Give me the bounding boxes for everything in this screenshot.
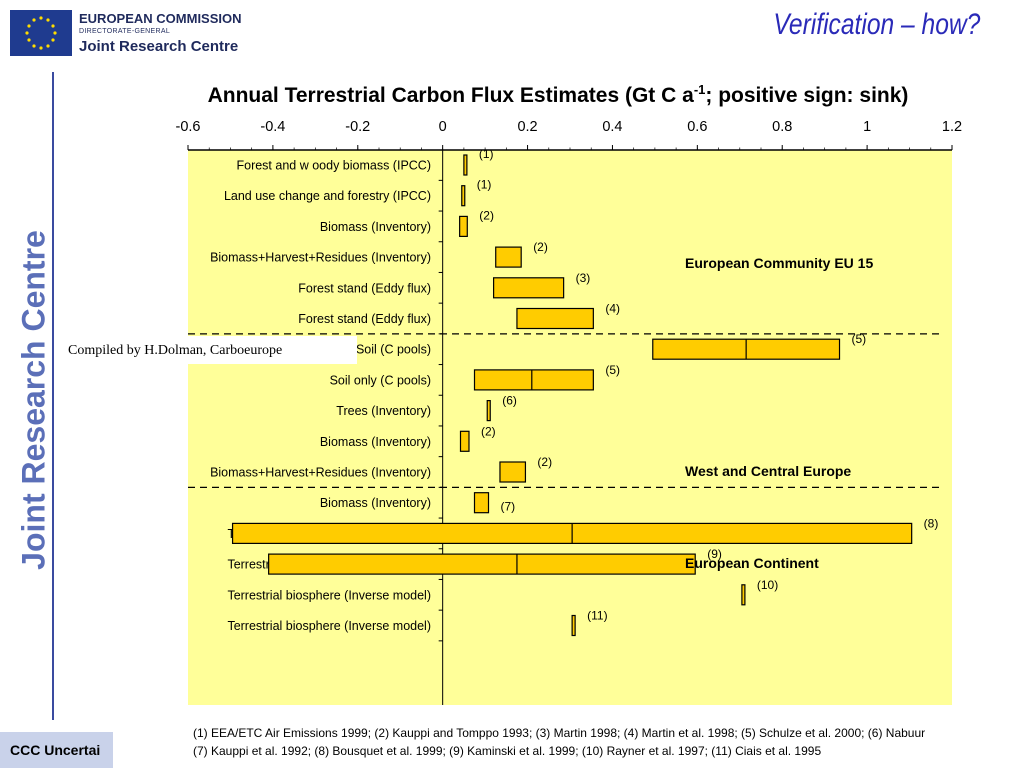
footer-bar: CCC Uncertai [0,732,113,768]
flux-bar [741,584,746,606]
x-tick-label: 1.2 [942,119,962,135]
bar-reference: (8) [924,516,939,530]
bar-reference: (1) [479,147,494,161]
x-tick-label: 0.4 [602,119,622,135]
flux-bar [461,185,466,207]
bar-reference: (2) [479,208,494,222]
x-tick-label: -0.6 [176,119,201,135]
flux-bar [473,492,490,514]
flux-bar [459,430,470,452]
x-tick-label: 0.8 [772,119,792,135]
region-label: West and Central Europe [685,463,851,479]
category-label: Biomass+Harvest+Residues (Inventory) [210,466,431,480]
x-tick-label: 0 [439,119,447,135]
bar-reference: (11) [587,609,607,623]
bar-reference: (7) [501,500,516,514]
category-label: Soil only (C pools) [330,373,431,387]
flux-bar [486,400,491,422]
category-label: Terrestrial biosphere (Inverse model) [227,588,431,602]
side-divider [52,72,54,720]
slide-title: Verification – how? [773,8,980,41]
category-label: Forest stand (Eddy flux) [298,312,431,326]
bar-reference: (5) [852,332,867,346]
bar-reference: (1) [477,178,492,192]
x-tick-label: 1 [863,119,871,135]
category-label: Biomass (Inventory) [320,435,431,449]
bar-reference: (6) [502,394,517,408]
references-line-1: (1) EEA/ETC Air Emissions 1999; (2) Kaup… [193,726,926,740]
flux-bar [516,307,594,330]
flux-bar [495,246,522,268]
eu-stars-icon [25,16,57,50]
references: (1) EEA/ETC Air Emissions 1999; (2) Kaup… [193,724,1024,760]
flux-bar [571,614,576,637]
category-label: Forest stand (Eddy flux) [298,281,431,295]
category-label: Forest and w oody biomass (IPCC) [236,159,431,173]
org-jrc: Joint Research Centre [79,38,239,55]
category-label: Biomass (Inventory) [320,220,431,234]
x-tick-label: 0.6 [687,119,707,135]
category-label: Land use change and forestry (IPCC) [224,189,431,203]
plot-area [188,150,952,705]
references-line-2: (7) Kauppi et al. 1992; (8) Bousquet et … [193,744,822,758]
bar-reference: (3) [576,271,591,285]
bar-reference: (9) [707,547,722,561]
flux-bar [459,215,468,237]
region-label: European Community EU 15 [685,255,873,271]
region-label: European Continent [685,555,819,571]
category-label: Trees (Inventory) [336,404,431,418]
flux-bar [493,277,565,299]
category-label: Biomass (Inventory) [320,496,431,510]
bar-reference: (2) [481,424,496,438]
flux-bar [499,461,527,483]
footer-text: CCC Uncertai [10,742,101,758]
bar-reference: (2) [533,240,548,254]
flux-chart: Annual Terrestrial Carbon Flux Estimates… [176,82,962,705]
bar-reference: (4) [605,302,620,316]
flux-bar [268,553,696,575]
x-tick-label: -0.4 [260,119,285,135]
flux-bar [473,369,594,391]
bar-reference: (5) [605,363,620,377]
compiled-by-box: Compiled by H.Dolman, Carboeurope [60,336,357,364]
x-tick-label: 0.2 [517,119,537,135]
x-tick-label: -0.2 [345,119,370,135]
chart-title: Annual Terrestrial Carbon Flux Estimates… [208,82,909,107]
org-directorate: DIRECTORATE-GENERAL [79,28,171,35]
compiled-by-text: Compiled by H.Dolman, Carboeurope [68,343,283,358]
eu-flag-logo [10,10,72,56]
flux-bar [463,154,468,176]
bar-reference: (2) [537,455,552,469]
bar-reference: (10) [757,578,778,592]
org-name: EUROPEAN COMMISSION [79,11,242,26]
category-label: Biomass+Harvest+Residues (Inventory) [210,251,431,265]
category-label: Terrestrial biosphere (Inverse model) [227,619,431,633]
